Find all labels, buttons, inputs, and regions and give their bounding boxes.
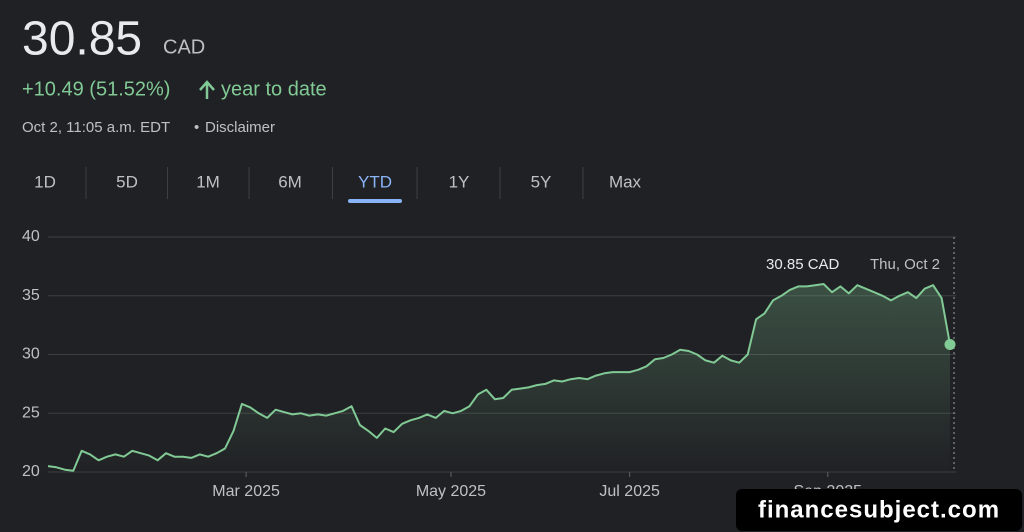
tooltip-value: 30.85 CAD xyxy=(766,256,840,273)
disclaimer[interactable]: Disclaimer xyxy=(205,119,275,136)
currency: CAD xyxy=(163,36,205,58)
y-tick-label: 40 xyxy=(22,228,40,245)
timestamp: Oct 2, 11:05 a.m. EDT xyxy=(22,119,170,136)
watermark-text: financesubject.com xyxy=(758,496,1000,523)
tooltip-date: Thu, Oct 2 xyxy=(870,256,940,273)
y-tick-label: 20 xyxy=(22,463,40,480)
price-line xyxy=(47,283,951,472)
up-arrow xyxy=(199,80,215,99)
y-tick-label: 25 xyxy=(22,404,40,421)
period: year to date xyxy=(221,78,327,100)
tooltip-bg xyxy=(750,252,950,278)
x-tick-label: Mar 2025 xyxy=(212,483,280,500)
end-point xyxy=(944,339,956,351)
x-tick-label: May 2025 xyxy=(416,483,486,500)
tab[interactable]: 1M xyxy=(196,172,220,191)
x-tick-label: Jul 2025 xyxy=(599,483,660,500)
tab[interactable]: 5Y xyxy=(531,172,552,191)
tab[interactable]: Max xyxy=(609,172,642,191)
tab[interactable]: 6M xyxy=(278,172,302,191)
watermark: financesubject.com xyxy=(736,489,1022,531)
area-fill xyxy=(48,284,950,472)
tab-indicator xyxy=(348,199,402,203)
price: 30.85 xyxy=(22,13,142,66)
change: +10.49 (51.52%) xyxy=(22,78,170,100)
tab[interactable]: YTD xyxy=(358,172,392,191)
y-tick-label: 35 xyxy=(22,287,40,304)
tab[interactable]: 1Y xyxy=(449,172,470,191)
y-tick-label: 30 xyxy=(22,346,40,363)
tab[interactable]: 5D xyxy=(116,172,138,191)
separator: • xyxy=(194,119,199,136)
watermark-box xyxy=(736,489,1022,531)
tab[interactable]: 1D xyxy=(34,172,56,191)
